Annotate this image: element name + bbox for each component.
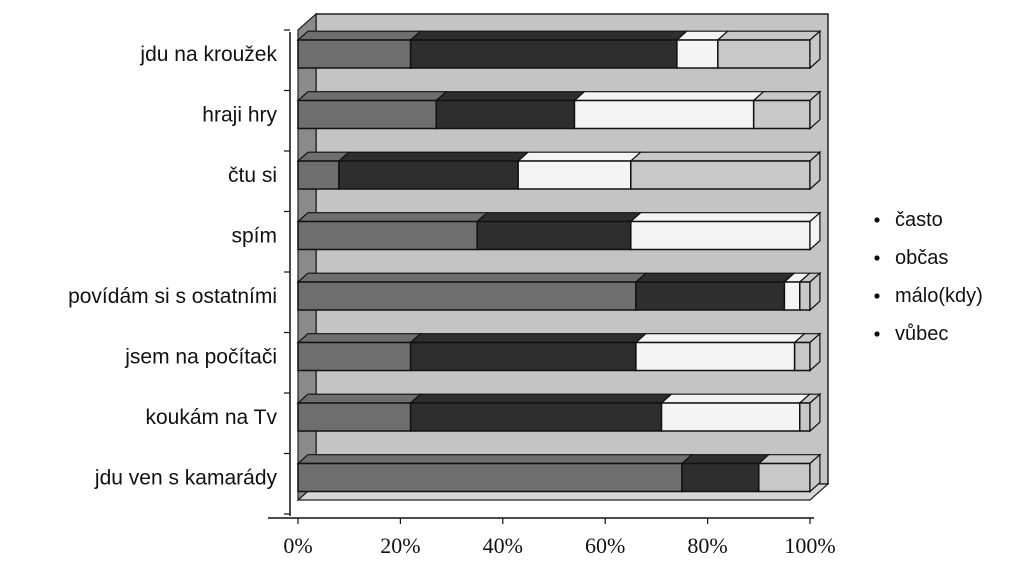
- bar-end-5: [809, 332, 821, 372]
- bar-segment-2-0: [297, 160, 340, 190]
- bar-end-0: [809, 29, 821, 70]
- bar-end-7: [809, 453, 821, 493]
- bar-segment-6-3: [799, 402, 811, 432]
- bar-end-2: [809, 150, 821, 191]
- legend-bullet: [874, 293, 880, 299]
- x-tick-label: 80%: [687, 533, 727, 558]
- bar-top-3-0: [296, 212, 489, 223]
- bar-segment-2-3: [630, 160, 811, 190]
- bar-segment-1-0: [297, 99, 437, 130]
- legend-bullet: [874, 217, 880, 223]
- bar-segment-1-1: [435, 99, 576, 130]
- bar-segment-0-0: [297, 39, 412, 69]
- category-label: jdu na kroužek: [139, 43, 277, 66]
- bar-segment-4-3: [799, 281, 811, 311]
- category-label: koukám na Tv: [145, 406, 277, 429]
- bar-top-6-0: [296, 393, 423, 404]
- bar-top-2-1: [337, 151, 530, 162]
- bar-top-1-1: [434, 91, 586, 102]
- bar-segment-5-1: [409, 341, 637, 372]
- bar-top-2-2: [516, 151, 643, 162]
- x-tick-label: 0%: [283, 533, 312, 558]
- bar-segment-0-2: [676, 39, 719, 69]
- bar-top-6-2: [659, 393, 812, 404]
- x-tick-label: 40%: [483, 533, 523, 558]
- bar-segment-0-1: [409, 39, 678, 69]
- bar-segment-7-0: [297, 462, 683, 493]
- bar-top-6-1: [409, 393, 673, 404]
- x-tick-label: 100%: [784, 533, 835, 558]
- bar-segment-5-0: [297, 341, 412, 372]
- category-label: hraji hry: [202, 104, 277, 127]
- bar-segment-1-2: [573, 99, 755, 130]
- bar-segment-4-0: [297, 281, 637, 311]
- category-label: spím: [231, 225, 277, 248]
- bar-segment-6-0: [297, 402, 412, 432]
- bar-top-0-1: [409, 30, 689, 41]
- bar-top-5-2: [634, 333, 807, 344]
- category-label: povídám si s ostatními: [68, 285, 277, 308]
- bar-segment-3-0: [297, 220, 478, 251]
- bar-top-4-0: [296, 272, 648, 283]
- bar-top-1-3: [752, 91, 822, 102]
- x-tick-label: 20%: [380, 533, 420, 558]
- bar-top-5-1: [409, 333, 648, 344]
- bar-segment-5-3: [793, 341, 811, 372]
- bar-segment-3-2: [630, 220, 811, 251]
- bar-segment-4-2: [783, 281, 801, 311]
- bar-top-7-0: [296, 454, 694, 465]
- bar-top-5-0: [296, 333, 423, 344]
- category-label: čtu si: [228, 164, 277, 187]
- bar-top-3-1: [475, 212, 643, 223]
- bar-end-1: [809, 90, 821, 130]
- bar-end-4: [809, 271, 821, 312]
- category-label: jsem na počítači: [124, 346, 277, 369]
- x-tick-label: 60%: [585, 533, 625, 558]
- bar-top-7-1: [680, 454, 771, 465]
- legend-bullet: [874, 331, 880, 337]
- bar-segment-2-1: [338, 160, 519, 190]
- bar-segment-6-1: [409, 402, 663, 432]
- bar-top-0-3: [716, 30, 822, 41]
- bar-segment-4-1: [635, 281, 786, 311]
- bar-segment-2-2: [517, 160, 632, 190]
- legend-label: vůbec: [895, 323, 948, 345]
- bar-end-6: [809, 392, 821, 433]
- bar-top-3-2: [629, 212, 822, 223]
- legend-label: málo(kdy): [895, 285, 983, 307]
- bar-top-4-1: [634, 272, 796, 283]
- legend-bullet: [874, 255, 880, 261]
- bar-segment-7-1: [681, 462, 760, 493]
- bar-segment-1-3: [752, 99, 811, 130]
- bar-segment-7-3: [758, 462, 811, 493]
- bar-top-2-3: [629, 151, 822, 162]
- bar-segment-0-3: [717, 39, 811, 69]
- legend-label: často: [895, 209, 943, 231]
- legend-label: občas: [895, 247, 948, 269]
- bar-end-3: [809, 211, 821, 251]
- category-label: jdu ven s kamarády: [94, 467, 278, 490]
- bar-segment-3-1: [476, 220, 632, 251]
- bar-top-1-2: [572, 91, 766, 102]
- bar-segment-6-2: [660, 402, 801, 432]
- bar-segment-5-2: [635, 341, 796, 372]
- bar-top-1-0: [296, 91, 448, 102]
- bar-top-0-0: [296, 30, 423, 41]
